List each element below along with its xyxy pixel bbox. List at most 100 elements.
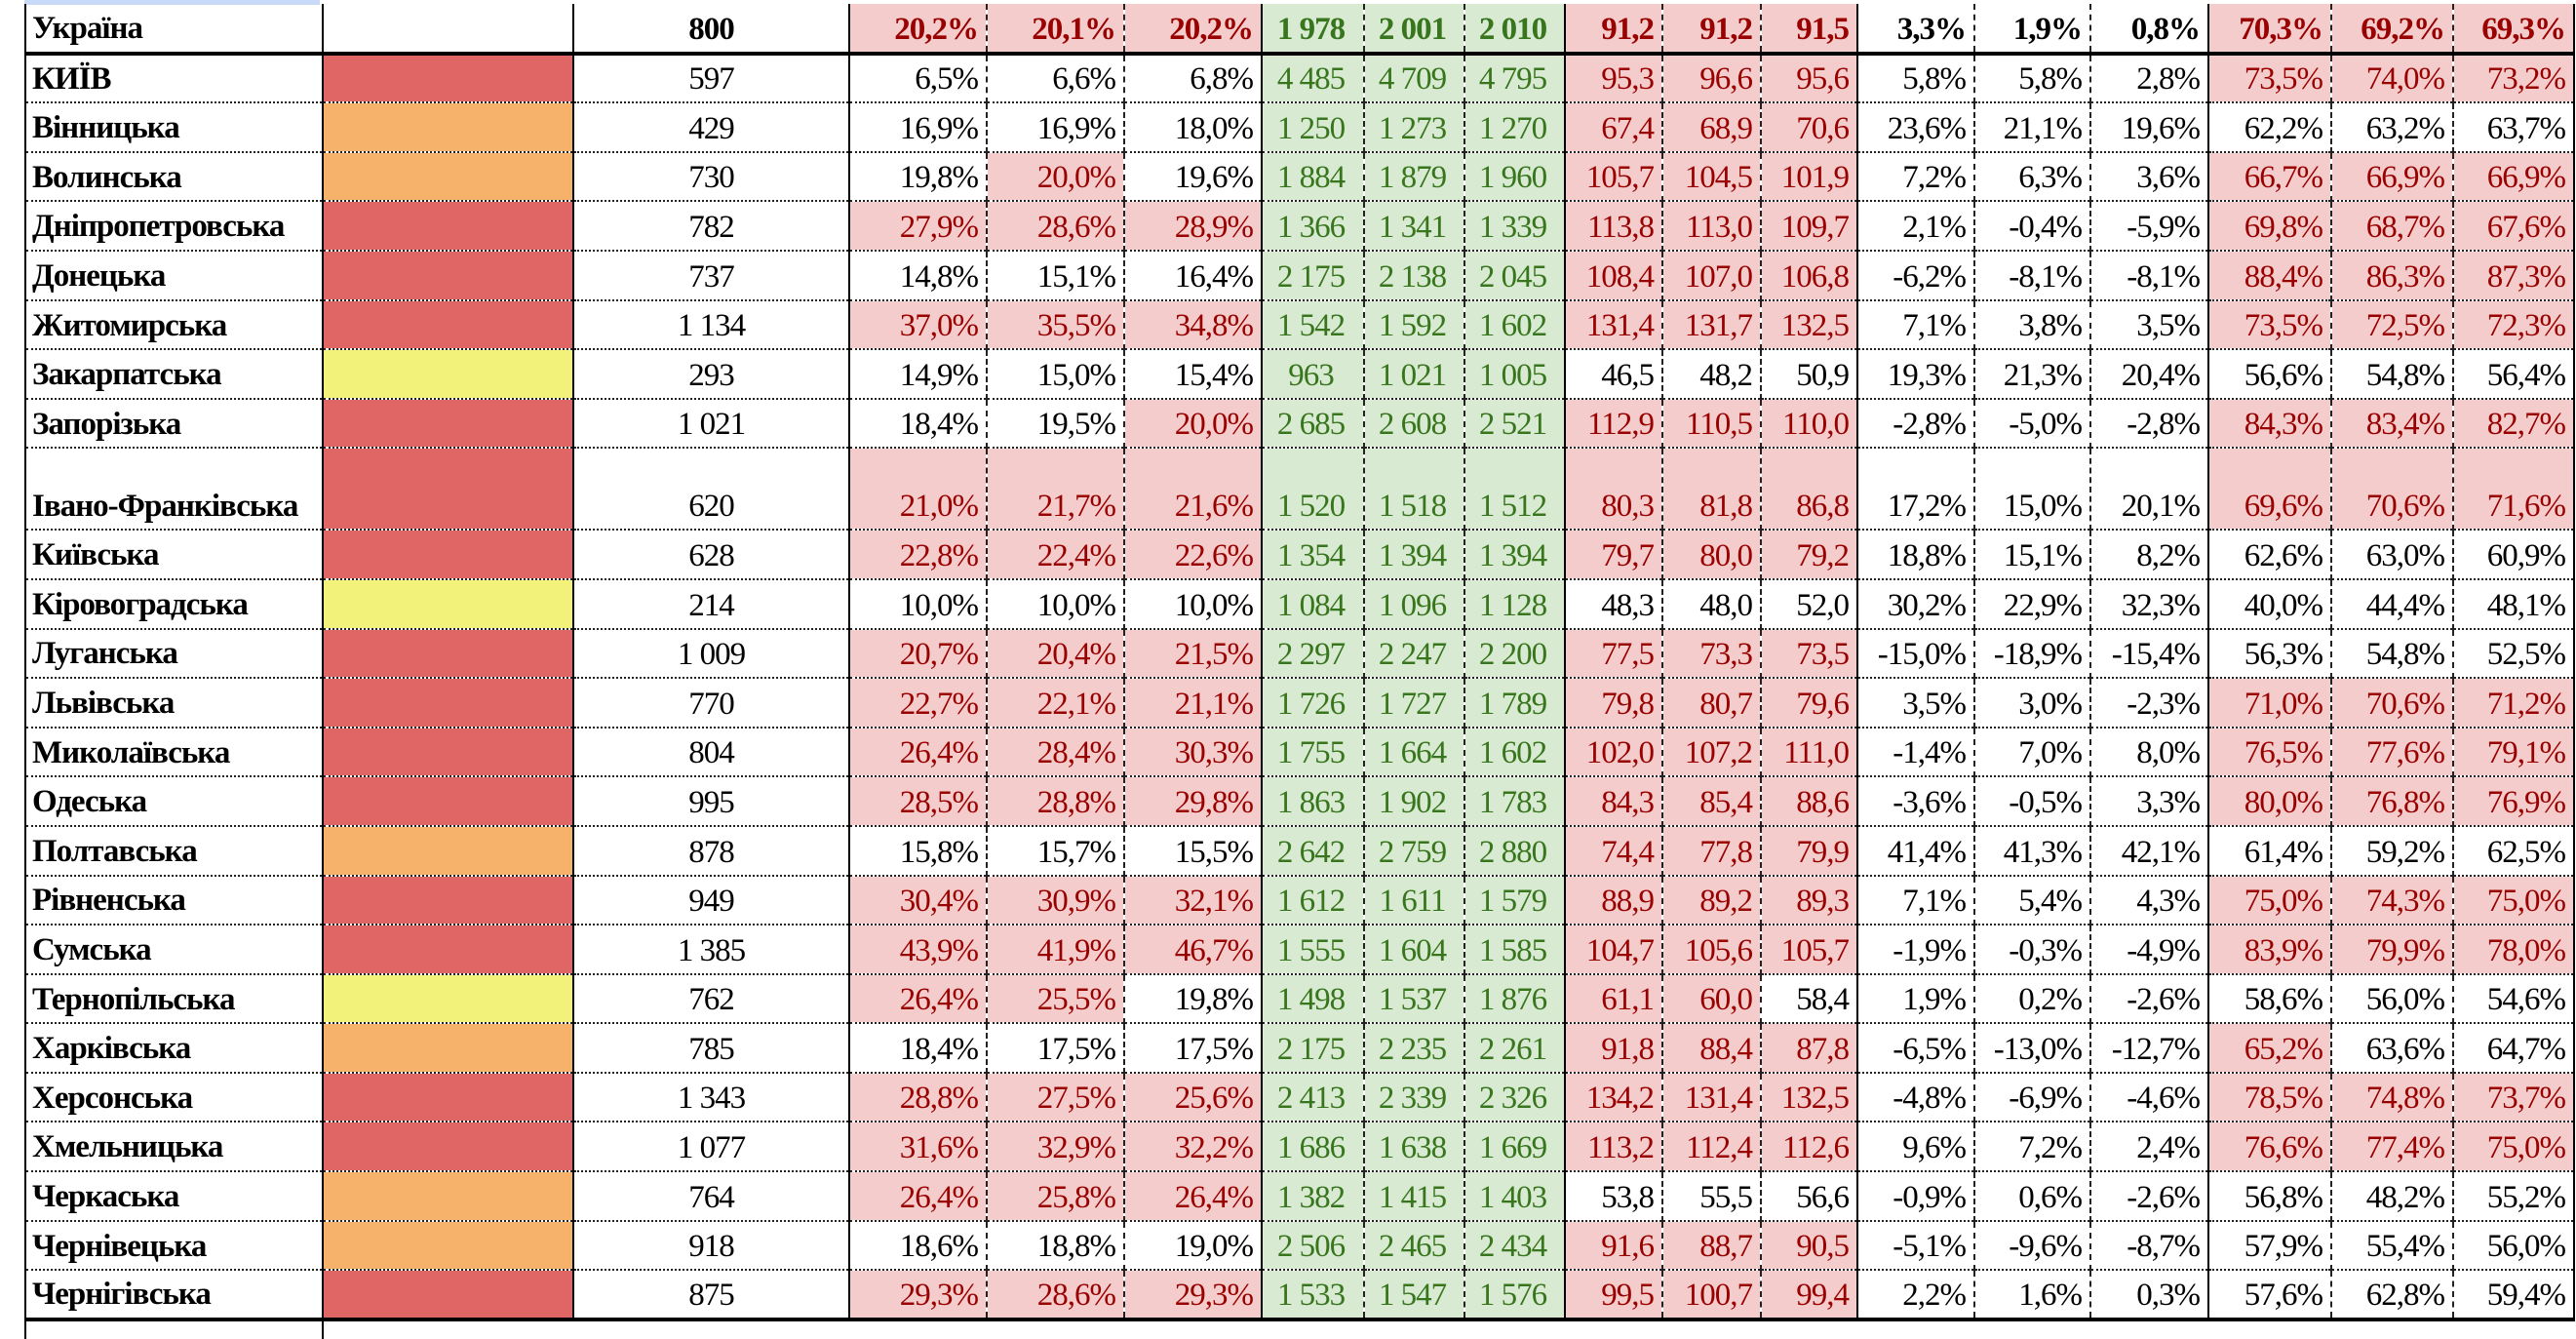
table-row: Київська 628 22,8% 22,4% 22,6% 1 354 1 394 1 39…	[24, 530, 2575, 580]
value-cell: 785	[573, 1023, 850, 1074]
value-cell: 81,8	[1662, 448, 1762, 532]
value-cell: -15,4%	[2090, 628, 2209, 680]
value-cell: 132,5	[1761, 1072, 1858, 1123]
value-cell: 429	[573, 102, 850, 153]
region-name: Рівненська	[24, 875, 324, 926]
value-cell: 26,4%	[849, 1171, 988, 1222]
value-cell: 1,9%	[1857, 973, 1975, 1025]
value-cell: 27,5%	[987, 1072, 1125, 1123]
status-color-swatch	[323, 628, 574, 680]
status-color-swatch	[323, 925, 574, 975]
region-name: Харківська	[24, 1023, 324, 1074]
value-cell: 53,8	[1565, 1171, 1663, 1222]
value-cell: 1,6%	[1974, 1270, 2091, 1321]
value-cell: -4,6%	[2090, 1072, 2209, 1123]
value-cell: 21,6%	[1124, 448, 1263, 532]
value-cell: 59,2%	[2331, 825, 2454, 877]
value-cell: 65,2%	[2208, 1023, 2332, 1074]
region-name: Чернівецька	[24, 1220, 324, 1272]
value-cell: 1 579	[1464, 875, 1566, 926]
value-cell: 70,6%	[2331, 678, 2454, 729]
value-cell: 2 175	[1262, 250, 1365, 301]
region-name: Запорізька	[24, 398, 324, 450]
value-cell: -6,5%	[1857, 1023, 1975, 1074]
value-cell: 69,3%	[2453, 4, 2575, 56]
value-cell: 76,6%	[2208, 1122, 2332, 1173]
value-cell: 19,5%	[987, 398, 1125, 450]
value-cell: 1 585	[1464, 925, 1566, 975]
value-cell: 2 297	[1262, 628, 1365, 680]
value-cell: 18,8%	[1857, 530, 1975, 580]
value-cell: 75,0%	[2208, 875, 2332, 926]
value-cell: 1 250	[1262, 102, 1365, 153]
value-cell: 1 726	[1262, 678, 1365, 729]
value-cell: 80,0	[1662, 530, 1762, 580]
status-color-swatch	[323, 1220, 574, 1272]
value-cell: 71,6%	[2453, 448, 2575, 532]
value-cell: 1 863	[1262, 776, 1365, 827]
value-cell: 95,3	[1565, 53, 1663, 104]
value-cell: 111,0	[1761, 727, 1858, 778]
value-cell: 88,7	[1662, 1220, 1762, 1272]
value-cell: 762	[573, 973, 850, 1025]
value-cell: 95,6	[1761, 53, 1858, 104]
table-row: Вінницька 429 16,9% 16,9% 18,0% 1 250 1 273 1 2…	[24, 102, 2575, 153]
region-name: Кіровоградська	[24, 578, 324, 630]
value-cell: 56,8%	[2208, 1171, 2332, 1222]
value-cell: 28,4%	[987, 727, 1125, 778]
value-cell: 35,5%	[987, 299, 1125, 351]
value-cell: 995	[573, 776, 850, 827]
value-cell: 1 602	[1464, 299, 1566, 351]
region-name: Івано-Франківська	[24, 448, 324, 532]
value-cell: 26,4%	[1124, 1171, 1263, 1222]
value-cell: 22,1%	[987, 678, 1125, 729]
value-cell: 1,9%	[1974, 4, 2091, 56]
table-row: Львівська 770 22,7% 22,1% 21,1% 1 726 1 727 1 7…	[24, 678, 2575, 729]
value-cell: 82,7%	[2453, 398, 2575, 450]
region-name: Сумська	[24, 925, 324, 975]
table-row: Сумська 1 385 43,9% 41,9% 46,7% 1 555 1 604 1 5…	[24, 925, 2575, 975]
value-cell: 1 602	[1464, 727, 1566, 778]
table-row: Полтавська 878 15,8% 15,7% 15,5% 2 642 2 759 2 …	[24, 825, 2575, 877]
value-cell: 2 045	[1464, 250, 1566, 301]
value-cell: 131,7	[1662, 299, 1762, 351]
value-cell: 85,4	[1662, 776, 1762, 827]
value-cell: 48,2%	[2331, 1171, 2454, 1222]
value-cell: 62,8%	[2331, 1270, 2454, 1321]
value-cell: 5,8%	[1974, 53, 2091, 104]
value-cell: 949	[573, 875, 850, 926]
table-row: Івано-Франківська 620 21,0% 21,7% 21,6% 1 520…	[24, 448, 2575, 532]
value-cell: 42,1%	[2090, 825, 2209, 877]
status-color-swatch	[323, 151, 574, 203]
value-cell: 89,3	[1761, 875, 1858, 926]
status-color-swatch	[323, 825, 574, 877]
status-color-swatch	[323, 776, 574, 827]
value-cell: 63,2%	[2331, 102, 2454, 153]
value-cell: 48,1%	[2453, 578, 2575, 630]
value-cell: -9,6%	[1974, 1220, 2091, 1272]
value-cell: 17,5%	[987, 1023, 1125, 1074]
value-cell: 730	[573, 151, 850, 203]
region-name: Вінницька	[24, 102, 324, 153]
value-cell: 69,2%	[2331, 4, 2454, 56]
value-cell: 15,1%	[1974, 530, 2091, 580]
value-cell: 105,7	[1761, 925, 1858, 975]
value-cell: 18,0%	[1124, 102, 1263, 153]
value-cell: 110,0	[1761, 398, 1858, 450]
value-cell: 7,1%	[1857, 299, 1975, 351]
value-cell: 0,6%	[1974, 1171, 2091, 1222]
table-row: Тернопільська 762 26,4% 25,5% 19,8% 1 498 1 53…	[24, 973, 2575, 1025]
value-cell: 74,8%	[2331, 1072, 2454, 1123]
value-cell: 597	[573, 53, 850, 104]
value-cell: 1 542	[1262, 299, 1365, 351]
value-cell: 22,6%	[1124, 530, 1263, 580]
value-cell: 0,2%	[1974, 973, 2091, 1025]
value-cell: -0,4%	[1974, 201, 2091, 252]
value-cell: 1 555	[1262, 925, 1365, 975]
value-cell: 62,6%	[2208, 530, 2332, 580]
value-cell: 101,9	[1761, 151, 1858, 203]
region-name: Чернігівська	[24, 1270, 324, 1321]
value-cell: 55,2%	[2453, 1171, 2575, 1222]
value-cell: 75,0%	[2453, 875, 2575, 926]
value-cell: 1 382	[1262, 1171, 1365, 1222]
